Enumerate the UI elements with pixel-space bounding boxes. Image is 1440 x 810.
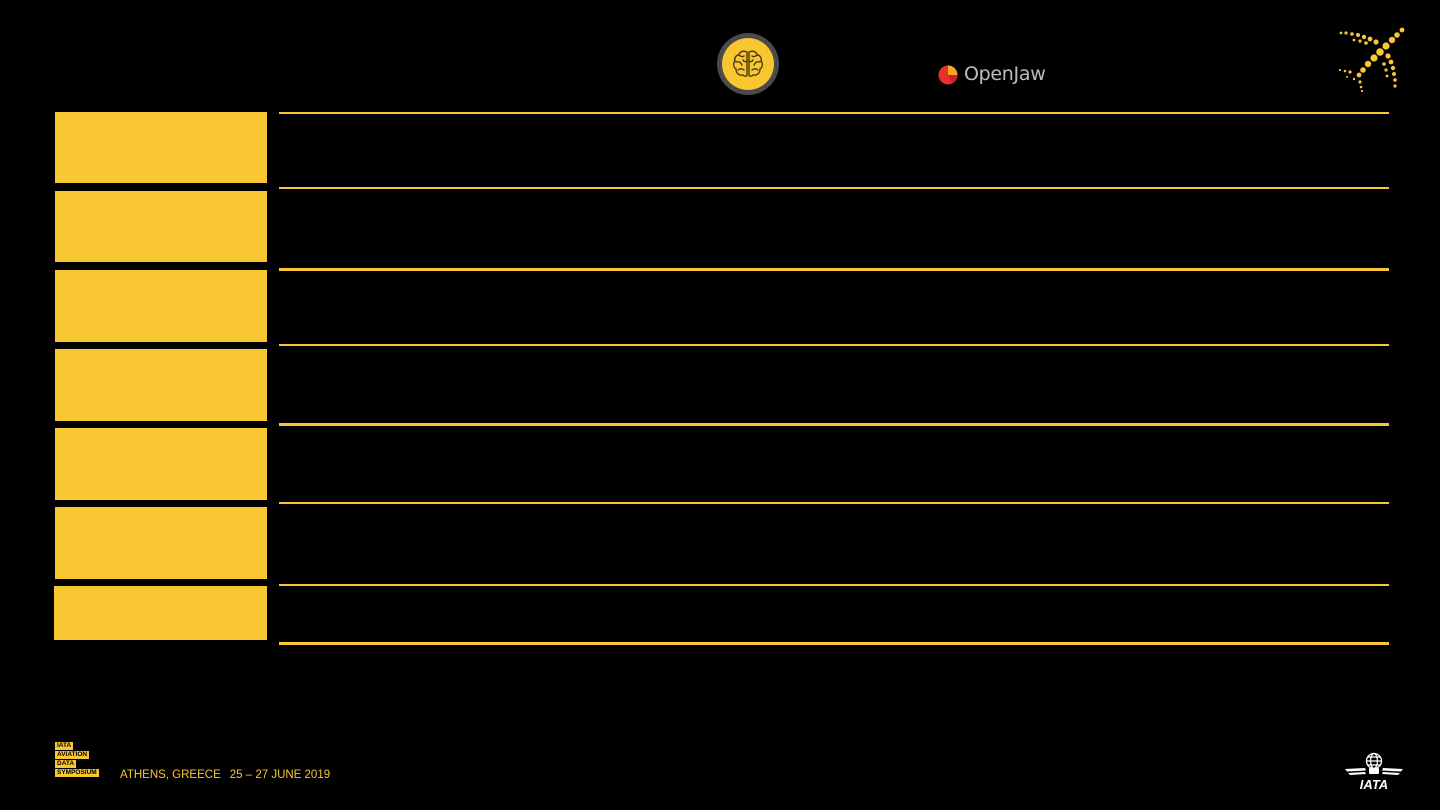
agenda-divider [279,187,1389,189]
brain-badge [717,33,779,95]
agenda-label-box [55,349,267,421]
agenda-divider [279,423,1389,426]
event-badge-line: IATA [55,742,74,750]
event-location: ATHENS, GREECE [120,769,221,781]
brain-icon [722,38,774,90]
event-badge-line: DATA [55,760,77,768]
agenda-label-box [55,191,267,262]
agenda-divider [279,268,1389,271]
agenda-divider [279,344,1389,346]
dotted-plane-icon [1338,27,1405,93]
iata-wordmark: IATA [1360,777,1388,792]
openjaw-wordmark: OpenJaw [964,63,1046,85]
agenda-divider [279,502,1389,504]
event-dates: 25 – 27 JUNE 2019 [229,769,331,781]
globe-icon [1365,752,1383,770]
agenda-label-box [55,270,267,342]
openjaw-mark-icon [938,65,958,85]
agenda-divider [279,642,1389,645]
iata-logo: IATA [1345,752,1403,792]
agenda-divider [279,112,1389,114]
agenda-label-box [55,112,267,183]
agenda-label-box [55,428,267,500]
event-badge-line: AVIATION [55,751,90,759]
event-badge-line: SYMPOSIUM [55,769,99,777]
openjaw-logo: OpenJaw [937,60,1046,88]
agenda-label-box [54,586,267,640]
agenda-divider [279,584,1389,586]
event-badge: IATA AVIATION DATA SYMPOSIUM [55,742,99,777]
event-location-dates: ATHENS, GREECE 25 – 27 JUNE 2019 [120,769,330,781]
agenda-label-box [55,507,267,579]
